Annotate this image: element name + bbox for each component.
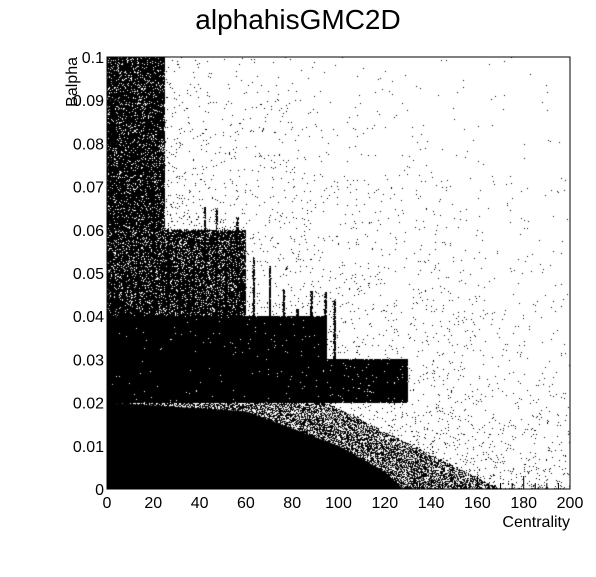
y-tick-label: 0.06	[73, 223, 104, 240]
y-tick-label: 0.02	[73, 396, 104, 413]
y-tick-label: 0.08	[73, 136, 104, 153]
y-tick-label: 0.05	[73, 266, 104, 283]
y-axis-ticks: 0 0.01 0.02 0.03 0.04 0.05 0.06 0.07 0.08 0.09 0.1	[73, 50, 120, 499]
x-tick-label: 60	[237, 495, 255, 512]
x-tick-label: 80	[283, 495, 301, 512]
y-axis-label: Balpha	[64, 57, 81, 107]
y-tick-label: 0.01	[73, 439, 104, 456]
y-tick-label: 0.09	[73, 93, 104, 110]
x-tick-label: 40	[191, 495, 209, 512]
y-tick-label: 0.1	[82, 50, 104, 67]
x-tick-label: 0	[103, 495, 112, 512]
data-points-layer	[107, 57, 570, 489]
x-tick-label: 160	[464, 495, 491, 512]
scatter-points	[107, 57, 570, 489]
y-tick-label: 0.07	[73, 180, 104, 197]
x-tick-label: 120	[371, 495, 398, 512]
x-tick-label: 100	[325, 495, 352, 512]
x-tick-label: 20	[144, 495, 162, 512]
chart-title: alphahisGMC2D	[195, 4, 400, 35]
x-tick-label: 180	[510, 495, 537, 512]
x-axis-ticks: 0 20 40 60 80 100 120 140 160 180 200	[103, 476, 584, 512]
x-tick-label: 200	[557, 495, 584, 512]
x-tick-label: 140	[418, 495, 445, 512]
y-tick-label: 0.03	[73, 352, 104, 369]
y-tick-label: 0	[95, 482, 104, 499]
x-axis-label: Centrality	[502, 514, 570, 531]
y-tick-label: 0.04	[73, 309, 104, 326]
